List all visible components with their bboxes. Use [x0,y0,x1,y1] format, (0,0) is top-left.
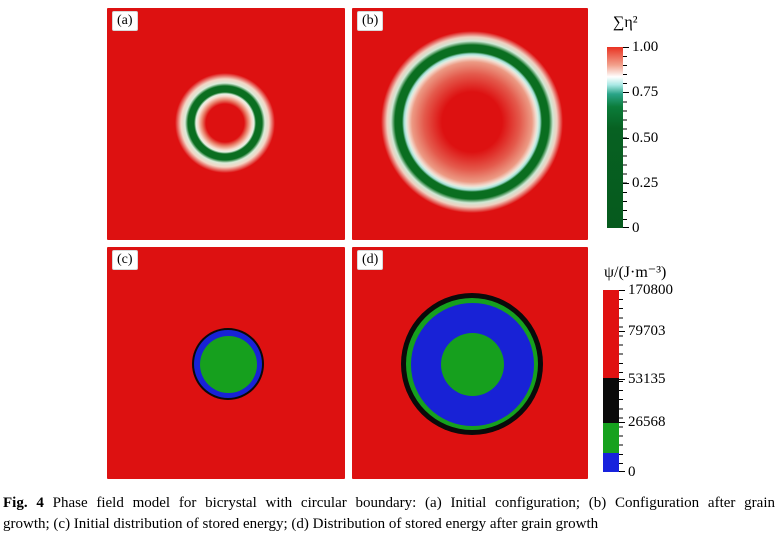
colorbar-order-parameter: ∑η² 1.00 0.75 0.50 0.25 0 [607,14,693,236]
order-parameter-tick-label: 0.50 [632,130,659,146]
caption-line-2: growth; (c) Initial distribution of stor… [3,516,599,532]
stored-energy-minor-ticks [619,290,623,472]
order-parameter-major-tick [623,138,629,139]
panel-initial-configuration: (a) [107,8,345,240]
stored-energy-major-tick [619,379,625,380]
order-parameter-major-tick [623,227,629,228]
order-parameter-tick-label: 0 [632,220,640,236]
stored-energy-blue-annulus [410,302,534,426]
panel-grown-configuration: (b) [352,8,588,240]
panel-label-d: (d) [357,250,384,270]
colorbar-stored-energy: ψ/(J·m⁻³) 170800 79703 53135 26568 0 [603,264,689,480]
caption-line-1: Fig. 4 Phase field model for bicrystal w… [3,493,775,514]
order-parameter-minor-ticks [623,47,627,228]
stored-energy-green-core [440,332,504,396]
order-parameter-tick-label: 0.75 [632,84,659,100]
stored-energy-green-core [199,335,257,393]
order-parameter-title: ∑η² [613,14,638,31]
panel-label-c: (c) [112,250,138,270]
stored-energy-green-ring [406,298,538,430]
order-parameter-major-tick [623,92,629,93]
stored-energy-blue-ring [194,330,262,398]
stored-energy-black-ring [401,293,543,435]
order-parameter-tick-label: 0.25 [632,175,659,191]
stored-energy-bar [603,290,619,472]
grain-boundary-ring-large [380,30,564,214]
panel-label-a: (a) [112,11,138,31]
stored-energy-major-tick [619,422,625,423]
stored-energy-tick-label: 0 [628,464,636,480]
caption-text-1: Phase field model for bicrystal with cir… [43,495,775,511]
stored-energy-major-tick [619,471,625,472]
stored-energy-tick-label: 53135 [628,371,666,387]
panel-grown-stored-energy: (d) [352,247,588,479]
stored-energy-tick-label: 170800 [628,282,673,298]
order-parameter-major-tick [623,47,629,48]
stored-energy-major-tick [619,331,625,332]
stored-energy-title: ψ/(J·m⁻³) [604,264,667,281]
order-parameter-major-tick [623,183,629,184]
stored-energy-major-tick [619,290,625,291]
stored-energy-tick-label: 79703 [628,323,666,339]
order-parameter-tick-label: 1.00 [632,39,659,55]
grain-boundary-ring-small [173,71,277,175]
panel-label-b: (b) [357,11,384,31]
order-parameter-bar [607,47,623,228]
caption-fig-number: Fig. 4 [3,495,44,511]
figure-caption: Fig. 4 Phase field model for bicrystal w… [3,493,775,535]
stored-energy-tick-label: 26568 [628,414,666,430]
panel-initial-stored-energy: (c) [107,247,345,479]
stored-energy-outline-circle [192,328,264,400]
